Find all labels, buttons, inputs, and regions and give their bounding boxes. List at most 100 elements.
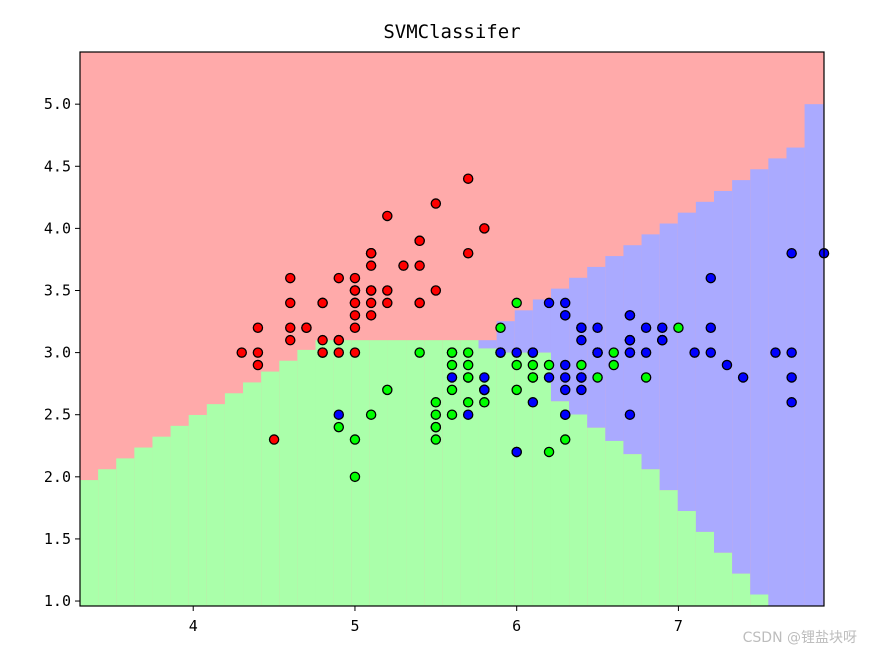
data-point	[511, 446, 522, 458]
region-cell-blue	[478, 340, 498, 349]
data-point	[349, 297, 361, 309]
data-point	[624, 347, 636, 358]
region-cell-blue	[714, 190, 733, 553]
data-point	[705, 347, 717, 358]
data-point	[349, 322, 361, 334]
data-point	[333, 272, 345, 284]
data-point	[430, 198, 442, 209]
region-cell-red	[841, 52, 860, 606]
data-point	[333, 421, 345, 433]
data-point	[608, 359, 619, 371]
data-point	[317, 347, 328, 358]
data-point	[511, 384, 522, 396]
data-point	[462, 347, 474, 358]
data-point	[317, 334, 328, 346]
data-point	[543, 359, 555, 371]
data-point	[559, 359, 571, 371]
data-point	[640, 372, 652, 383]
data-point	[365, 409, 377, 420]
region-cell-green	[641, 469, 661, 606]
data-point	[333, 347, 345, 358]
data-point	[365, 247, 377, 259]
data-point	[608, 347, 619, 358]
region-cell-green	[750, 594, 769, 606]
data-point	[592, 322, 603, 334]
data-point	[398, 260, 409, 271]
axes: 4 5 6 7 1.0 1.5 2.0 2.5 3.0 3.5 4.0 4.5 5.0	[44, 95, 683, 635]
data-point	[559, 434, 571, 445]
decision-regions	[80, 52, 860, 606]
data-point	[301, 322, 312, 334]
region-cell-green	[569, 414, 588, 606]
region-cell-blue	[659, 223, 679, 491]
data-point	[414, 235, 425, 247]
region-cell-green	[623, 454, 643, 606]
data-point	[446, 409, 458, 420]
data-point	[576, 372, 587, 383]
data-point	[786, 247, 797, 259]
data-point	[657, 334, 668, 346]
region-cell-blue	[677, 212, 697, 512]
region-cell-blue	[768, 158, 788, 606]
data-point	[446, 347, 458, 358]
data-point	[268, 434, 280, 445]
region-cell-red	[98, 52, 117, 606]
y-tick-label: 1.5	[44, 530, 71, 548]
data-point	[365, 285, 377, 296]
data-point	[592, 372, 603, 383]
data-point	[624, 409, 636, 420]
plot-frame	[79, 51, 825, 607]
y-tick-label: 2.0	[44, 468, 71, 486]
data-point	[527, 372, 539, 383]
data-point	[349, 285, 361, 296]
data-point	[446, 384, 458, 396]
watermark: CSDN @锂盐块呀	[742, 630, 857, 646]
data-point	[317, 297, 328, 309]
data-point	[786, 347, 797, 358]
data-point	[689, 347, 700, 358]
region-cell-green	[442, 340, 462, 606]
region-cell-green	[369, 340, 389, 606]
region-cell-blue	[841, 104, 860, 606]
region-cell-green	[514, 352, 534, 606]
region-cell-green	[134, 447, 154, 606]
data-point	[559, 409, 571, 420]
region-cell-green	[279, 360, 298, 606]
data-point	[285, 322, 296, 334]
data-point	[285, 334, 296, 346]
data-point	[349, 347, 361, 358]
region-cell-green	[478, 348, 498, 606]
data-point	[462, 397, 474, 408]
region-cell-blue	[750, 169, 769, 595]
region-cell-green	[243, 382, 262, 606]
region-cell-green	[406, 340, 425, 606]
data-point	[414, 260, 425, 271]
data-point	[462, 173, 474, 184]
data-point	[640, 347, 652, 358]
data-point	[285, 272, 296, 284]
x-tick-label: 6	[512, 617, 521, 635]
data-point	[446, 359, 458, 371]
region-cell-green	[587, 427, 606, 606]
data-point	[285, 297, 296, 309]
region-cell-green	[351, 340, 371, 606]
y-tick-label: 4.5	[44, 157, 71, 175]
region-cell-green	[532, 352, 552, 606]
data-point	[365, 260, 377, 271]
data-point	[640, 322, 652, 334]
y-tick-label: 4.0	[44, 219, 71, 237]
data-point	[527, 397, 539, 408]
data-point	[511, 297, 522, 309]
data-point	[657, 322, 668, 334]
y-tick-label: 3.5	[44, 281, 71, 299]
data-point	[414, 347, 425, 358]
data-point	[543, 297, 555, 309]
region-cell-green	[188, 414, 208, 606]
data-point	[559, 384, 571, 396]
data-point	[673, 322, 684, 334]
data-point	[333, 334, 345, 346]
region-cell-green	[496, 352, 516, 606]
data-point	[462, 359, 474, 371]
data-point	[236, 347, 247, 358]
